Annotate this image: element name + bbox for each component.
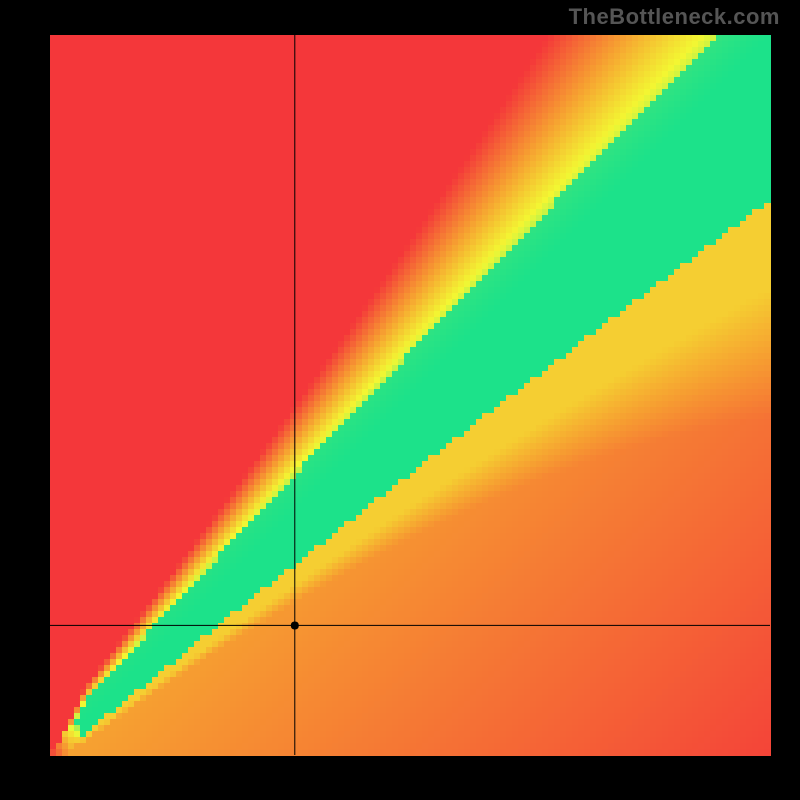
- chart-container: TheBottleneck.com: [0, 0, 800, 800]
- bottleneck-heatmap: [0, 0, 800, 800]
- watermark-label: TheBottleneck.com: [569, 4, 780, 30]
